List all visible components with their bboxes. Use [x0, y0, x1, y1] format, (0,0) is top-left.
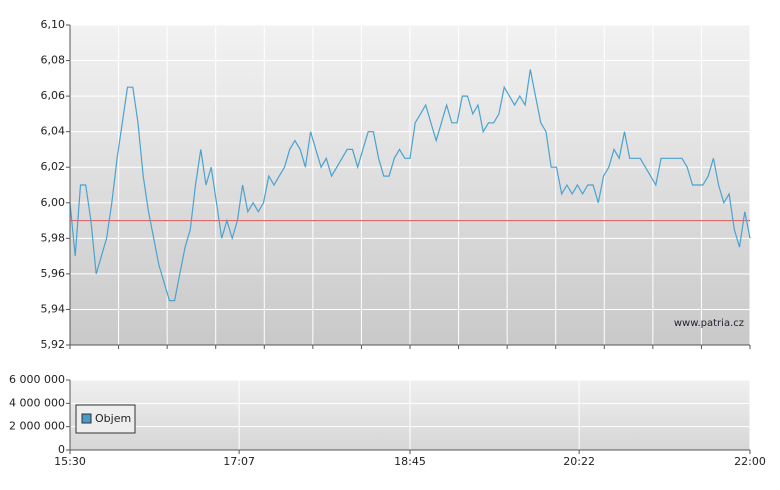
y-tick-label: 6 000 000	[9, 373, 65, 386]
y-tick-label: 6,08	[41, 54, 66, 67]
y-tick-label: 4 000 000	[9, 396, 65, 409]
y-tick-label: 5,92	[41, 338, 66, 351]
y-tick-label: 0	[58, 443, 65, 456]
y-tick-label: 6,02	[41, 160, 66, 173]
y-tick-label: 5,96	[41, 267, 66, 280]
y-tick-label: 6,00	[41, 196, 66, 209]
y-tick-label: 2 000 000	[9, 420, 65, 433]
legend-swatch	[81, 413, 92, 424]
x-tick-label: 18:45	[394, 455, 426, 468]
watermark: www.patria.cz	[674, 318, 744, 329]
y-tick-label: 6,06	[41, 89, 66, 102]
legend-label: Objem	[95, 412, 131, 425]
price-line	[69, 69, 751, 302]
y-tick-label: 6,04	[41, 125, 66, 138]
x-tick-label: 20:22	[563, 455, 595, 468]
y-tick-label: 5,94	[41, 302, 66, 315]
y-tick-label: 6,10	[41, 18, 66, 31]
x-tick-label: 15:30	[54, 455, 86, 468]
x-tick-label: 22:00	[734, 455, 766, 468]
y-tick-label: 5,98	[41, 231, 66, 244]
x-tick-label: 17:07	[223, 455, 255, 468]
